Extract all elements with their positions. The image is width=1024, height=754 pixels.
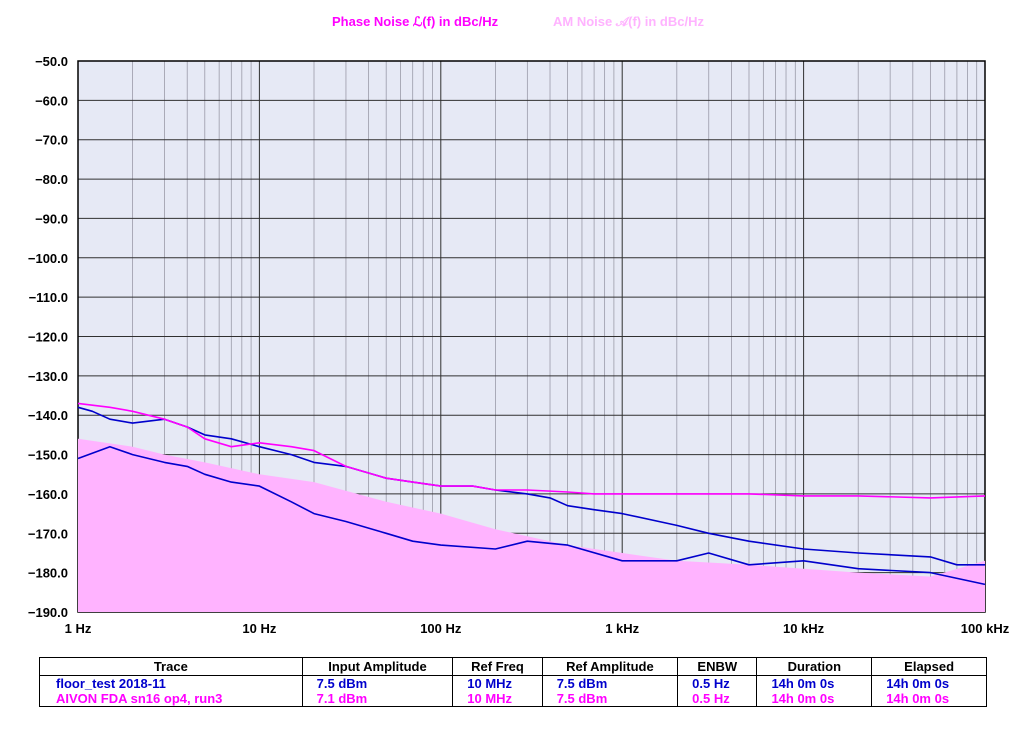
y-tick-label: −140.0	[28, 408, 68, 423]
header-ref-amplitude: Ref Amplitude	[541, 657, 679, 676]
y-tick-label: −180.0	[28, 566, 68, 581]
y-tick-label: −100.0	[28, 251, 68, 266]
phase-noise-chart: −50.0 −60.0 −70.0 −80.0 −90.0 −100.0 −110.0 −12…	[28, 54, 1010, 636]
header-enbw: ENBW	[677, 657, 758, 676]
y-tick-label: −90.0	[35, 211, 68, 226]
header-ref-freq: Ref Freq	[452, 657, 543, 676]
y-tick-label: −70.0	[35, 133, 68, 148]
cell-ref-freq: 10 MHz	[452, 675, 543, 691]
header-trace: Trace	[39, 657, 303, 676]
table-header-row: Trace Input Amplitude Ref Freq Ref Ampli…	[39, 657, 987, 676]
y-tick-label: −190.0	[28, 605, 68, 620]
cell-enbw: 0.5 Hz	[677, 675, 758, 691]
table-row: AIVON FDA sn16 op4, run3 7.1 dBm 10 MHz …	[39, 691, 987, 707]
y-tick-label: −160.0	[28, 487, 68, 502]
header-duration: Duration	[756, 657, 873, 676]
cell-elapsed: 14h 0m 0s	[871, 691, 987, 707]
x-tick-label: 100 Hz	[420, 621, 462, 636]
cell-elapsed: 14h 0m 0s	[871, 675, 987, 691]
x-tick-label: 10 Hz	[242, 621, 276, 636]
y-tick-label: −110.0	[29, 290, 68, 305]
y-tick-label: −170.0	[28, 526, 68, 541]
x-tick-label: 10 kHz	[783, 621, 825, 636]
am-noise-legend-title: AM Noise 𝒜(f) in dBc/Hz	[553, 14, 704, 29]
cell-ref-freq: 10 MHz	[452, 691, 543, 707]
phase-noise-legend-title: Phase Noise ℒ(f) in dBc/Hz	[332, 14, 499, 29]
series-aivon-fda-sn16-op4-run3-am-area	[78, 438, 985, 612]
y-tick-label: −60.0	[35, 93, 68, 108]
cell-enbw: 0.5 Hz	[677, 691, 758, 707]
cell-input-amplitude: 7.5 dBm	[301, 675, 454, 691]
x-tick-label: 1 kHz	[605, 621, 639, 636]
cell-ref-amplitude: 7.5 dBm	[541, 675, 679, 691]
cell-ref-amplitude: 7.5 dBm	[541, 691, 679, 707]
cell-duration: 14h 0m 0s	[756, 691, 873, 707]
header-elapsed: Elapsed	[871, 657, 987, 676]
y-tick-label: −50.0	[35, 54, 68, 69]
header-input-amplitude: Input Amplitude	[301, 657, 454, 676]
cell-input-amplitude: 7.1 dBm	[301, 691, 454, 707]
y-tick-label: −130.0	[28, 369, 68, 384]
y-tick-label: −120.0	[28, 330, 68, 345]
series-aivon-fda-sn16-op4-run3-line	[77, 402, 986, 499]
cell-duration: 14h 0m 0s	[756, 675, 873, 691]
y-tick-label: −80.0	[35, 172, 68, 187]
cell-trace: AIVON FDA sn16 op4, run3	[39, 691, 303, 707]
table-row: floor_test 2018-11 7.5 dBm 10 MHz 7.5 dB…	[39, 675, 987, 691]
trace-info-table: Trace Input Amplitude Ref Freq Ref Ampli…	[39, 657, 987, 707]
cell-trace: floor_test 2018-11	[39, 675, 303, 691]
y-tick-label: −150.0	[28, 448, 68, 463]
x-tick-label: 1 Hz	[65, 621, 92, 636]
series-floor-test-2018-11-lower-line	[77, 445, 986, 586]
x-tick-label: 100 kHz	[961, 621, 1010, 636]
